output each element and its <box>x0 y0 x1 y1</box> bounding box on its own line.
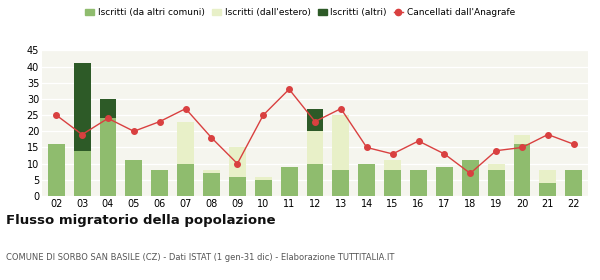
Bar <box>100 118 116 196</box>
Bar <box>307 131 323 164</box>
Bar <box>255 180 272 196</box>
Bar <box>281 167 298 196</box>
Bar <box>255 177 272 180</box>
Bar <box>332 170 349 196</box>
Bar <box>332 115 349 170</box>
Bar <box>384 160 401 170</box>
Legend: Iscritti (da altri comuni), Iscritti (dall'estero), Iscritti (altri), Cancellati: Iscritti (da altri comuni), Iscritti (da… <box>82 4 518 21</box>
Bar <box>539 183 556 196</box>
Bar <box>488 164 505 170</box>
Bar <box>74 151 91 196</box>
Bar <box>436 167 453 196</box>
Bar <box>565 170 582 196</box>
Bar <box>307 109 323 131</box>
Bar <box>125 160 142 196</box>
Text: COMUNE DI SORBO SAN BASILE (CZ) - Dati ISTAT (1 gen-31 dic) - Elaborazione TUTTI: COMUNE DI SORBO SAN BASILE (CZ) - Dati I… <box>6 253 394 262</box>
Text: Flusso migratorio della popolazione: Flusso migratorio della popolazione <box>6 214 275 227</box>
Bar <box>384 170 401 196</box>
Bar <box>229 148 246 177</box>
Bar <box>177 164 194 196</box>
Bar <box>462 160 479 196</box>
Bar <box>151 170 168 196</box>
Bar <box>203 173 220 196</box>
Bar <box>514 144 530 196</box>
Bar <box>539 170 556 183</box>
Bar <box>177 122 194 164</box>
Bar <box>100 99 116 118</box>
Bar <box>74 63 91 151</box>
Bar <box>514 134 530 144</box>
Bar <box>410 170 427 196</box>
Bar <box>203 170 220 173</box>
Bar <box>229 177 246 196</box>
Bar <box>307 164 323 196</box>
Bar <box>358 164 375 196</box>
Bar <box>48 144 65 196</box>
Bar <box>488 170 505 196</box>
